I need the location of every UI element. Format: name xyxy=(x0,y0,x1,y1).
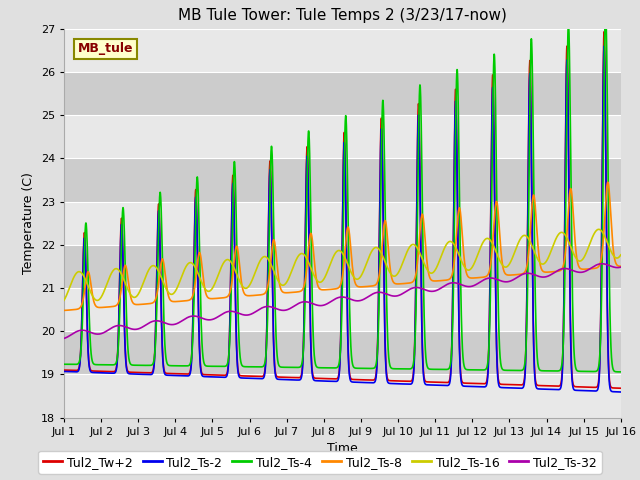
Tul2_Ts-2 xyxy=(124,370,131,375)
Tul2_Ts-4 xyxy=(274,356,282,362)
Bar xyxy=(64,158,621,202)
Tul2_Ts-2 xyxy=(274,376,282,382)
Tul2_Ts-8 xyxy=(606,200,614,205)
Tul2_Ts-32 xyxy=(598,261,605,266)
Line: Tul2_Ts-4: Tul2_Ts-4 xyxy=(64,29,621,372)
Tul2_Ts-8 xyxy=(60,308,68,313)
Tul2_Ts-2 xyxy=(546,386,554,392)
Tul2_Ts-16 xyxy=(595,227,602,232)
Tul2_Ts-8 xyxy=(274,266,282,272)
Tul2_Ts-32 xyxy=(124,324,131,330)
Line: Tul2_Ts-16: Tul2_Ts-16 xyxy=(64,229,621,300)
Bar xyxy=(64,29,621,72)
Tul2_Ts-32 xyxy=(546,272,554,278)
Bar xyxy=(64,202,621,245)
Tul2_Tw+2 xyxy=(546,383,554,389)
Tul2_Ts-4 xyxy=(606,314,614,320)
Tul2_Ts-16 xyxy=(546,251,554,256)
Tul2_Ts-4 xyxy=(617,369,625,375)
Tul2_Tw+2 xyxy=(157,268,164,274)
Bar xyxy=(64,331,621,374)
Tul2_Tw+2 xyxy=(274,374,282,380)
Tul2_Ts-16 xyxy=(617,252,625,258)
Tul2_Tw+2 xyxy=(600,29,608,35)
Line: Tul2_Tw+2: Tul2_Tw+2 xyxy=(64,32,621,388)
Tul2_Ts-8 xyxy=(157,264,164,270)
Line: Tul2_Ts-32: Tul2_Ts-32 xyxy=(64,264,621,338)
Y-axis label: Temperature (C): Temperature (C) xyxy=(22,172,35,274)
Tul2_Ts-4 xyxy=(157,192,164,198)
Tul2_Tw+2 xyxy=(617,385,625,391)
Tul2_Ts-16 xyxy=(298,251,306,256)
Tul2_Ts-2 xyxy=(298,373,305,379)
Tul2_Ts-4 xyxy=(60,361,68,367)
Tul2_Ts-32 xyxy=(274,306,282,312)
Tul2_Tw+2 xyxy=(606,382,614,387)
Tul2_Ts-4 xyxy=(564,26,572,32)
Tul2_Ts-2 xyxy=(600,43,608,49)
Tul2_Ts-4 xyxy=(298,361,305,367)
X-axis label: Time: Time xyxy=(327,442,358,455)
Tul2_Ts-8 xyxy=(546,269,554,275)
Tul2_Ts-16 xyxy=(93,298,101,303)
Tul2_Ts-2 xyxy=(606,385,614,391)
Tul2_Ts-2 xyxy=(60,369,68,374)
Line: Tul2_Ts-2: Tul2_Ts-2 xyxy=(64,46,621,392)
Legend: Tul2_Tw+2, Tul2_Ts-2, Tul2_Ts-4, Tul2_Ts-8, Tul2_Ts-16, Tul2_Ts-32: Tul2_Tw+2, Tul2_Ts-2, Tul2_Ts-4, Tul2_Ts… xyxy=(38,451,602,474)
Text: MB_tule: MB_tule xyxy=(78,42,133,55)
Tul2_Ts-8 xyxy=(124,272,131,278)
Tul2_Ts-32 xyxy=(617,264,625,270)
Tul2_Ts-2 xyxy=(157,273,164,278)
Bar xyxy=(64,374,621,418)
Tul2_Ts-32 xyxy=(60,336,68,341)
Tul2_Ts-4 xyxy=(546,368,554,374)
Tul2_Ts-8 xyxy=(604,180,612,185)
Tul2_Tw+2 xyxy=(298,371,305,377)
Bar xyxy=(64,72,621,115)
Tul2_Ts-16 xyxy=(274,277,282,283)
Tul2_Tw+2 xyxy=(60,367,68,373)
Title: MB Tule Tower: Tule Temps 2 (3/23/17-now): MB Tule Tower: Tule Temps 2 (3/23/17-now… xyxy=(178,9,507,24)
Tul2_Ts-32 xyxy=(298,300,305,305)
Tul2_Ts-16 xyxy=(60,297,68,303)
Tul2_Ts-16 xyxy=(124,286,132,292)
Tul2_Tw+2 xyxy=(124,368,131,373)
Tul2_Ts-16 xyxy=(157,273,164,279)
Tul2_Ts-32 xyxy=(157,319,164,324)
Line: Tul2_Ts-8: Tul2_Ts-8 xyxy=(64,182,621,311)
Bar xyxy=(64,115,621,158)
Tul2_Ts-4 xyxy=(124,339,131,345)
Tul2_Ts-8 xyxy=(617,264,625,269)
Bar xyxy=(64,288,621,331)
Tul2_Ts-32 xyxy=(606,263,614,269)
Bar xyxy=(64,245,621,288)
Tul2_Ts-16 xyxy=(606,247,614,252)
Tul2_Ts-2 xyxy=(617,389,625,395)
Tul2_Ts-8 xyxy=(298,288,305,293)
